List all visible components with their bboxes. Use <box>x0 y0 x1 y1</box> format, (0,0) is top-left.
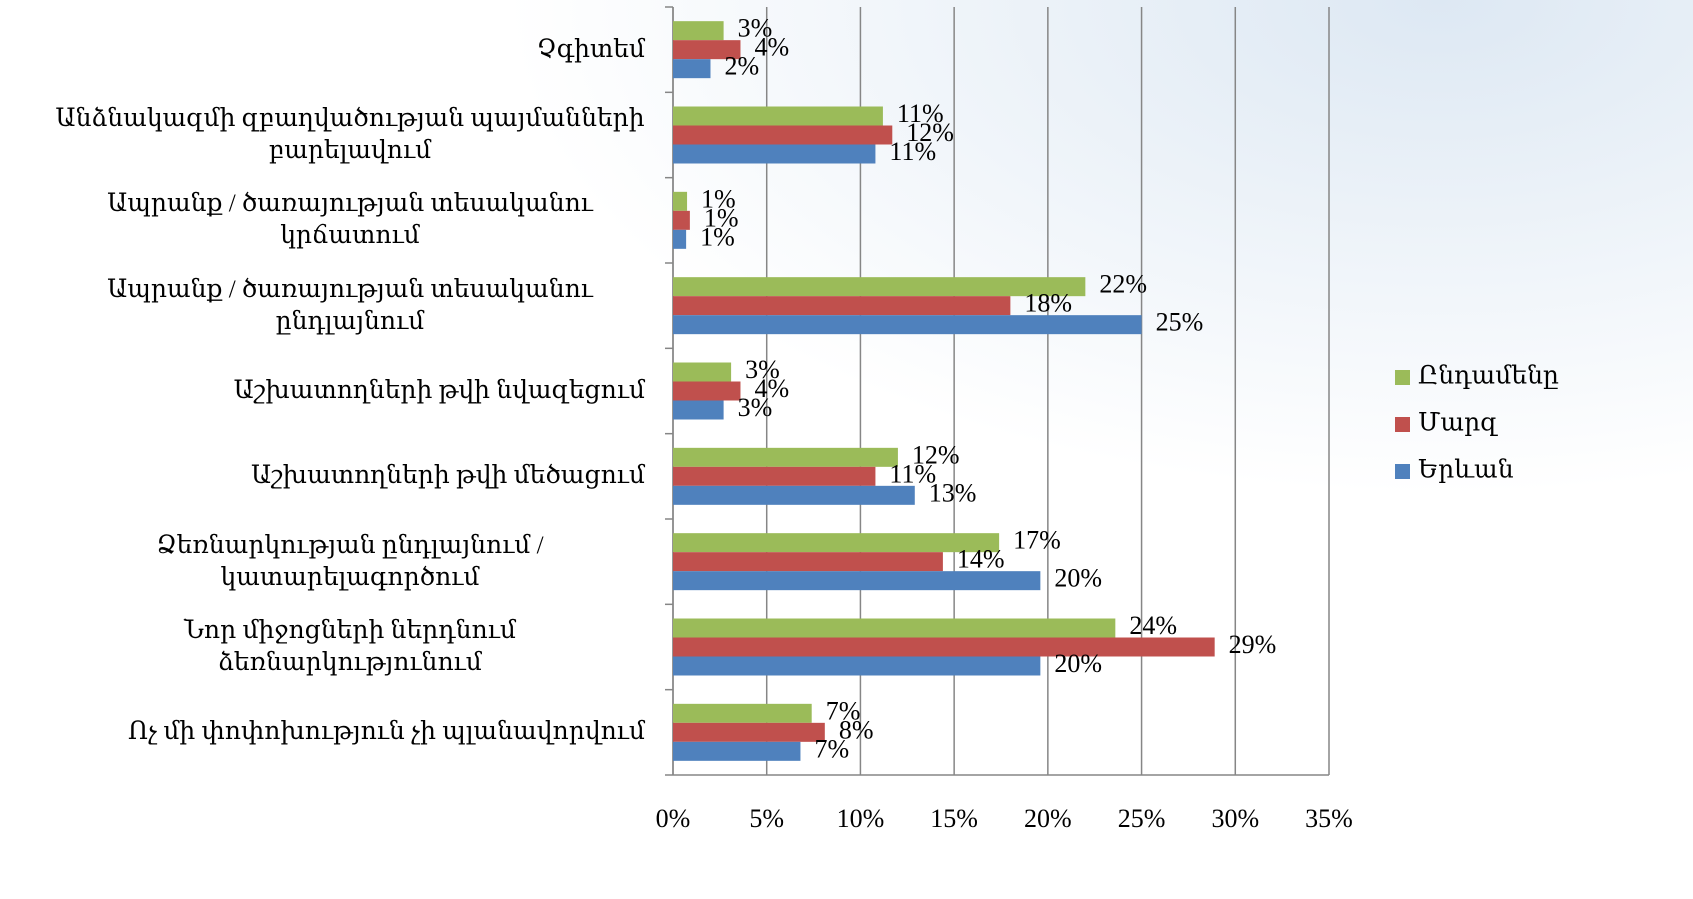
bar <box>673 533 1000 553</box>
x-tick-label: 30% <box>1211 804 1259 833</box>
category-label-box: Նոր միջոցների ներդնում ձեռնարկությունում <box>55 615 645 679</box>
bar <box>673 571 1041 591</box>
data-label: 18% <box>1024 289 1072 318</box>
bar <box>673 485 915 505</box>
bar <box>673 125 893 145</box>
legend-swatch <box>1395 370 1410 385</box>
legend-label: Երևան <box>1418 457 1514 484</box>
data-label: 1% <box>704 203 739 232</box>
category-label-box: Ապրանք / ծառայության տեսականու կրճատում <box>55 188 645 252</box>
bar <box>673 296 1011 316</box>
bar <box>673 703 812 723</box>
data-label: 13% <box>929 478 977 507</box>
data-label: 4% <box>754 33 789 62</box>
x-tick-label: 15% <box>930 804 978 833</box>
data-label: 3% <box>738 393 773 422</box>
category-label-box: Ձեռնարկության ընդլայնում / կատարելագործո… <box>55 530 645 594</box>
data-label: 20% <box>1054 649 1102 678</box>
bar <box>673 741 801 761</box>
data-label: 11% <box>897 99 944 128</box>
data-label: 11% <box>889 459 936 488</box>
bar <box>673 59 711 79</box>
bar <box>673 722 825 742</box>
data-label: 8% <box>839 715 874 744</box>
x-tick-label: 10% <box>837 804 885 833</box>
bar <box>673 40 741 60</box>
bar <box>673 362 732 382</box>
data-label: 7% <box>814 734 849 763</box>
data-label: 20% <box>1054 564 1102 593</box>
y-tick-label: Ապրանք / ծառայության տեսականու ընդլայնու… <box>107 275 593 335</box>
data-label: 17% <box>1013 526 1061 555</box>
x-tick-label: 5% <box>749 804 784 833</box>
y-tick-label: Աշխատողների թվի նվազեցում <box>233 377 645 404</box>
x-tick-label: 35% <box>1305 804 1353 833</box>
bar <box>673 552 943 572</box>
category-label-box: Ապրանք / ծառայության տեսականու ընդլայնու… <box>55 274 645 338</box>
bar <box>673 229 687 249</box>
bar <box>673 618 1116 638</box>
data-label: 4% <box>754 374 789 403</box>
bar <box>673 315 1142 335</box>
legend-swatch <box>1395 417 1410 432</box>
y-tick-label: Աշխատողների թվի մեծացում <box>251 462 645 490</box>
bar <box>673 447 898 467</box>
category-label-box: Ոչ մի փոփոխություն չի պլանավորվում <box>128 716 645 748</box>
category-label-box: Աշխատողների թվի մեծացում <box>251 460 645 492</box>
data-label: 3% <box>745 355 780 384</box>
bar <box>673 466 876 486</box>
data-label: 1% <box>701 184 736 213</box>
category-label-box: Չգիտեմ <box>537 34 645 66</box>
legend-label: Մարզ <box>1418 410 1498 437</box>
category-label-box: Աշխատողների թվի նվազեցում <box>234 375 645 407</box>
x-tick-label: 0% <box>656 804 691 833</box>
data-label: 3% <box>738 14 773 43</box>
bar <box>673 400 724 420</box>
data-label: 2% <box>724 52 759 81</box>
data-label: 12% <box>912 440 960 469</box>
bar <box>673 144 876 164</box>
data-label: 7% <box>826 696 861 725</box>
y-tick-label: Ձեռնարկության ընդլայնում / կատարելագործո… <box>156 531 544 591</box>
y-tick-label: Չգիտեմ <box>536 35 645 63</box>
data-label: 14% <box>957 545 1005 574</box>
data-label: 1% <box>700 222 735 251</box>
bar <box>673 381 741 401</box>
data-label: 25% <box>1156 308 1204 337</box>
legend-swatch <box>1395 464 1410 479</box>
data-label: 24% <box>1129 611 1177 640</box>
y-tick-label: Ապրանք / ծառայության տեսականու կրճատում <box>107 190 593 250</box>
bar <box>673 277 1086 297</box>
data-label: 12% <box>906 118 954 147</box>
y-tick-label: Ոչ մի փոփոխություն չի պլանավորվում <box>127 718 645 746</box>
bar <box>673 637 1215 657</box>
bar <box>673 21 724 41</box>
bar <box>673 191 688 211</box>
bar <box>673 106 883 126</box>
y-tick-label: Անձնակազմի զբաղվածության պայմանների բարե… <box>55 105 645 164</box>
legend-label: Ընդամենը <box>1418 363 1559 390</box>
bar <box>673 656 1041 676</box>
data-label: 22% <box>1099 270 1147 299</box>
data-label: 29% <box>1229 630 1277 659</box>
x-tick-label: 20% <box>1024 804 1072 833</box>
bar <box>673 210 690 230</box>
x-tick-label: 25% <box>1118 804 1166 833</box>
category-label-box: Անձնակազմի զբաղվածության պայմանների բարե… <box>55 103 645 167</box>
y-tick-label: Նոր միջոցների ներդնում ձեռնարկությունում <box>184 617 516 676</box>
data-label: 11% <box>889 137 936 166</box>
